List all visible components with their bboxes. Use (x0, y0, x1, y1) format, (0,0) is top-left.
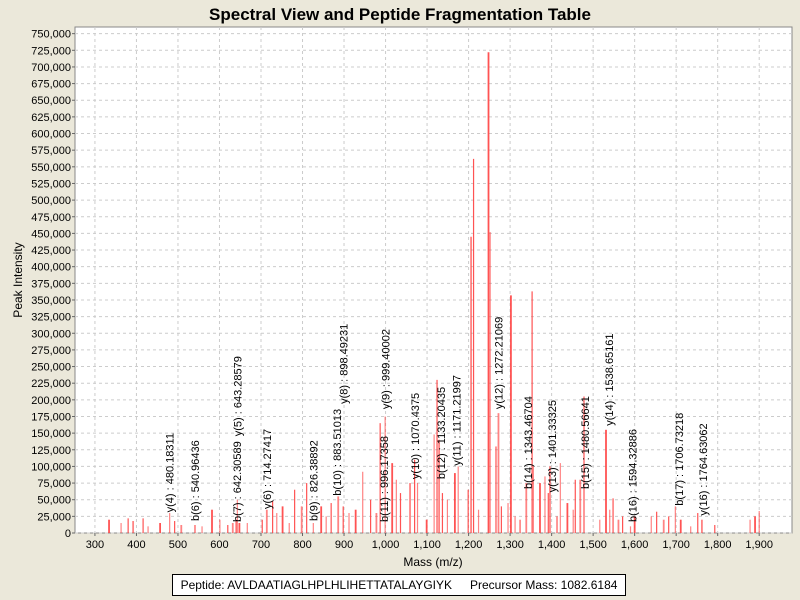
fragment-ion-label: b(12) : 1133.20435 (436, 387, 448, 479)
y-tick-label: 475,000 (31, 212, 71, 224)
y-tick-label: 725,000 (31, 45, 71, 57)
peptide-info-box: Peptide: AVLDAATIAGLHPLHLIHETTATALAYGIYK… (172, 574, 626, 596)
fragment-ion-label: y(16) : 1764.63062 (698, 423, 710, 515)
y-tick-label: 275,000 (31, 345, 71, 357)
fragment-ion-label: y(4) : 480.18311 (165, 433, 177, 512)
y-tick-label: 350,000 (31, 295, 71, 307)
y-tick-label: 750,000 (31, 29, 71, 41)
y-tick-label: 650,000 (31, 95, 71, 107)
fragment-annotations: y(4) : 480.18311 b(6) : 540.96436 b(7) : 6… (165, 317, 710, 522)
x-tick-label: 1,000 (372, 539, 400, 551)
y-axis-label: Peak Intensity (11, 242, 25, 317)
x-tick-label: 1,700 (662, 539, 690, 551)
y-tick-label: 75,000 (37, 478, 71, 490)
y-tick-label: 250,000 (31, 362, 71, 374)
fragment-ion-label: b(9) : 826.38892 (308, 440, 320, 521)
x-tick-label: 700 (252, 539, 270, 551)
grid (75, 27, 792, 534)
y-tick-label: 600,000 (31, 129, 71, 141)
fragment-ion-label: b(7) : 642.30589 (232, 441, 244, 522)
y-tick-label: 225,000 (31, 378, 71, 390)
fragment-ion-label: y(14) : 1538.65161 (604, 333, 616, 425)
fragment-ion-label: y(13) : 1401.33325 (547, 400, 559, 492)
y-tick-label: 125,000 (31, 445, 71, 457)
y-tick-label: 100,000 (31, 461, 71, 473)
fragment-ion-label: b(16) : 1594.32886 (627, 429, 639, 522)
y-tick-label: 375,000 (31, 278, 71, 290)
y-tick-label: 50,000 (37, 495, 71, 507)
y-tick-label: 150,000 (31, 428, 71, 440)
x-tick-label: 800 (293, 539, 311, 551)
fragment-ion-label: b(6) : 540.96436 (190, 440, 202, 521)
x-tick-label: 1,800 (704, 539, 732, 551)
y-tick-label: 325,000 (31, 312, 71, 324)
y-tick-label: 700,000 (31, 62, 71, 74)
y-tick-label: 200,000 (31, 395, 71, 407)
x-tick-label: 1,600 (621, 539, 649, 551)
y-tick-label: 175,000 (31, 411, 71, 423)
fragment-ion-label: y(12) : 1272.21069 (494, 317, 506, 409)
precursor-mass: Precursor Mass: 1082.6184 (470, 578, 618, 592)
x-tick-label: 1,400 (538, 539, 566, 551)
x-tick-label: 1,900 (745, 539, 773, 551)
y-tick-label: 300,000 (31, 328, 71, 340)
x-tick-label: 1,300 (496, 539, 524, 551)
x-tick-label: 500 (169, 539, 187, 551)
fragment-ion-label: y(8) : 898.49231 (338, 324, 350, 404)
y-tick-label: 625,000 (31, 112, 71, 124)
x-tick-label: 1,500 (579, 539, 607, 551)
y-tick-label: 25,000 (37, 511, 71, 523)
x-axis-label: Mass (m/z) (403, 555, 462, 569)
y-tick-label: 525,000 (31, 178, 71, 190)
x-tick-label: 600 (210, 539, 228, 551)
fragment-ion-label: b(14) : 1343.46704 (523, 396, 535, 489)
y-tick-label: 575,000 (31, 145, 71, 157)
x-tick-label: 400 (127, 539, 145, 551)
y-tick-label: 0 (65, 528, 71, 540)
y-tick-label: 675,000 (31, 79, 71, 91)
fragment-ion-label: b(11) : 996.17358 (379, 436, 391, 522)
x-tick-label: 1,100 (413, 539, 441, 551)
fragment-ion-label: b(10) : 883.51013 (332, 409, 344, 496)
y-tick-label: 500,000 (31, 195, 71, 207)
x-tick-label: 1,200 (455, 539, 483, 551)
peptide-sequence: Peptide: AVLDAATIAGLHPLHLIHETTATALAYGIYK (180, 578, 452, 592)
fragment-ion-label: b(15) : 1480.56641 (580, 396, 592, 489)
fragment-ion-label: y(10) : 1070.4375 (410, 393, 422, 479)
y-tick-label: 450,000 (31, 228, 71, 240)
fragment-ion-label: y(11) : 1171.21997 (452, 375, 464, 466)
fragment-ion-label: y(6) : 714.27417 (262, 429, 274, 509)
axes: 0 25,000 50,000 75,000 100,000 125,000 150,000… (31, 29, 773, 551)
fragment-ion-label: y(5) : 643.28579 (232, 356, 244, 436)
fragment-ion-label: b(17) : 1706.73218 (674, 413, 686, 506)
plot-area (74, 26, 793, 534)
y-tick-label: 550,000 (31, 162, 71, 174)
x-tick-label: 900 (335, 539, 353, 551)
fragment-ion-label: y(9) : 999.40002 (380, 329, 392, 409)
x-tick-label: 300 (86, 539, 104, 551)
y-tick-label: 400,000 (31, 262, 71, 274)
y-tick-label: 425,000 (31, 245, 71, 257)
chart-title: Spectral View and Peptide Fragmentation … (209, 5, 591, 24)
peaks (108, 52, 760, 533)
